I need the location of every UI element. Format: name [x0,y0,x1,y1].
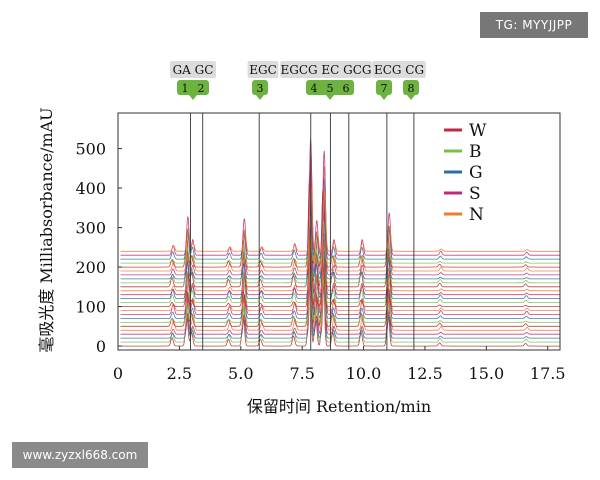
y-axis-ticks: 0 100 200 300 400 500 [75,140,122,356]
compound-number: 1 [182,82,189,95]
legend-label: N [469,205,484,225]
y-tick-label: 200 [75,258,106,277]
x-tick-label: 2.5 [167,364,192,383]
chromatogram-trace [120,273,560,335]
compound-labels: GA GC EGC EGCG EC GCG ECG CG 1 2 3 4 5 6 7 8 [170,61,426,100]
x-tick-label: 7.5 [289,364,314,383]
y-axis-label: 毫吸光度 Milliabsorbance/mAU [37,107,56,352]
compound-tag-pointer [326,95,334,100]
compound-name-label: ECG CG [374,63,424,77]
plot-frame [117,112,561,351]
compound-number: 6 [343,82,350,95]
chromatogram-trace [120,273,560,323]
chromatogram-trace [120,153,560,272]
x-tick-label: 17.5 [530,364,566,383]
x-tick-label: 15.0 [469,364,505,383]
compound-name-box [170,61,216,78]
compound-tag-pointer [256,95,264,100]
watermark-bottom-left: www.zyzxl668.com [12,442,148,468]
compound-tag-pointer [407,95,415,100]
compound-number: 8 [408,82,415,95]
chromatogram-trace [120,182,560,268]
x-tick-label: 0 [113,364,123,383]
chromatogram-trace [120,207,560,303]
compound-number: 5 [327,82,334,95]
compound-retention-lines [189,113,415,350]
compound-number: 7 [381,82,388,95]
chromatogram-trace [120,230,560,311]
compound-name-label: GA GC [173,63,214,77]
compound-number-tag [376,80,392,95]
compound-number: 3 [257,82,264,95]
legend-label: G [469,163,483,183]
chromatogram-trace [120,170,560,260]
chromatogram-trace [120,184,560,252]
compound-name-box [247,61,279,78]
y-tick-label: 0 [96,337,106,356]
compound-name-box [372,61,426,78]
legend-label: B [469,142,482,162]
legend-label: S [469,184,481,204]
chromatogram-traces [120,139,560,347]
compound-number: 4 [311,82,318,95]
compound-tag-pointer [380,95,388,100]
compound-number-tag [177,80,209,95]
chromatogram-trace [120,228,560,280]
chromatogram-trace [120,139,560,256]
chromatogram-trace [120,242,560,319]
compound-name-label: EGCG EC GCG [280,63,371,77]
compound-number-tag [252,80,268,95]
compound-name-label: EGC [249,63,277,77]
compound-number-tag [403,80,419,95]
x-tick-label: 12.5 [407,364,443,383]
y-tick-label: 400 [75,179,106,198]
x-axis-label: 保留时间 Retention/min [247,397,431,416]
watermark-top-right: TG: MYYJJPP [480,12,588,38]
y-tick-label: 500 [75,140,106,159]
chromatogram-trace [120,176,560,288]
compound-name-box [280,61,372,78]
chromatogram-trace [120,280,560,339]
legend-label: W [469,121,487,141]
x-tick-label: 5.0 [228,364,253,383]
x-axis-ticks: 0 2.5 5.0 7.5 10.0 12.5 15.0 17.5 [113,346,566,383]
chromatogram-trace [120,203,560,276]
x-tick-label: 10.0 [346,364,382,383]
chromatogram-trace [120,228,560,327]
y-tick-label: 100 [75,298,106,317]
chromatogram-trace [120,215,560,264]
chromatogram-trace [120,258,560,307]
compound-tag-pointer [189,95,197,100]
chromatogram-trace [120,230,560,343]
compound-number-tag [306,80,354,95]
y-tick-label: 300 [75,219,106,238]
compound-number: 2 [198,82,205,95]
chromatogram-trace [120,181,560,284]
chromatogram-trace [120,217,560,331]
chromatogram-trace [120,232,560,296]
